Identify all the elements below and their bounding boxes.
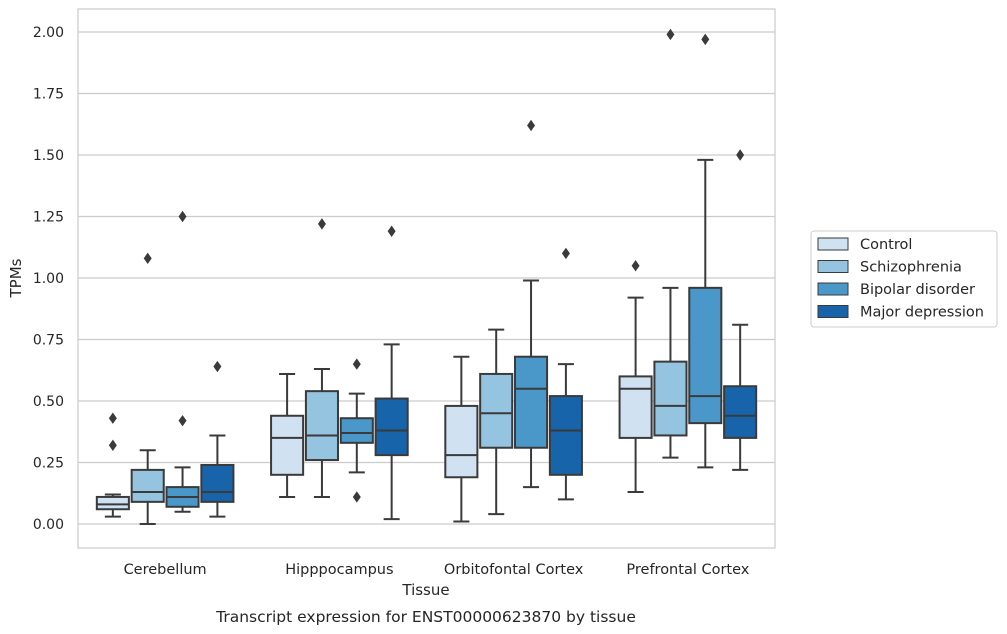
outlier-point — [561, 247, 570, 260]
outlier-point — [213, 360, 222, 373]
box-major-depression — [374, 225, 409, 521]
y-tick-label: 2.00 — [33, 25, 64, 41]
x-tick-label: Hipppocampus — [285, 562, 393, 578]
iqr-box — [653, 360, 688, 437]
iqr-box — [200, 463, 235, 503]
box-major-depression — [548, 247, 583, 501]
box-schizophrenia — [479, 328, 514, 516]
x-axis-ticks: Cerebellum Hipppocampus Orbitofontal Corte… — [124, 562, 750, 578]
legend-label: Bipolar disorder — [860, 282, 975, 298]
x-tick-label: Cerebellum — [124, 562, 207, 578]
iqr-box — [339, 417, 374, 444]
iqr-box — [270, 414, 305, 476]
iqr-box — [514, 355, 549, 449]
outlier-point — [108, 439, 117, 451]
legend-label: Control — [860, 237, 912, 253]
box-control — [444, 355, 479, 523]
iqr-box — [304, 390, 339, 462]
boxes — [95, 28, 758, 525]
outlier-point — [178, 414, 187, 427]
outlier-point — [736, 149, 745, 161]
iqr-box — [130, 468, 165, 503]
legend-swatch — [817, 305, 849, 318]
outlier-point — [108, 412, 117, 424]
outlier-point — [317, 218, 326, 230]
box-schizophrenia — [304, 218, 339, 498]
legend-entry: Control — [817, 237, 912, 253]
y-tick-label: 1.75 — [33, 87, 64, 103]
box-control — [270, 372, 305, 498]
y-tick-label: 0.00 — [33, 517, 64, 533]
y-tick-label: 1.00 — [33, 271, 64, 287]
box-bipolar-disorder — [339, 358, 374, 503]
iqr-box — [548, 395, 583, 476]
outlier-point — [666, 28, 675, 41]
y-tick-label: 0.50 — [33, 394, 64, 410]
iqr-box — [95, 495, 130, 511]
outlier-point — [631, 260, 640, 272]
legend-entry: Bipolar disorder — [817, 282, 975, 298]
legend-swatch — [817, 282, 849, 296]
box-control — [95, 412, 130, 518]
plot-area-frame — [77, 8, 776, 549]
box-bipolar-disorder — [514, 119, 549, 489]
iqr-box — [374, 397, 409, 457]
box-major-depression — [723, 149, 758, 471]
legend-entry: Major depression — [817, 305, 984, 321]
iqr-box — [479, 372, 514, 449]
box-major-depression — [200, 360, 235, 518]
legend-label: Schizophrenia — [860, 260, 962, 276]
legend-entry: Schizophrenia — [817, 260, 962, 276]
y-axis-label: TPMs — [7, 258, 25, 298]
outlier-point — [352, 358, 361, 370]
outlier-point — [178, 210, 187, 223]
box-schizophrenia — [130, 252, 165, 525]
iqr-box — [723, 385, 758, 439]
outlier-point — [701, 33, 710, 46]
legend-label: Major depression — [860, 305, 984, 321]
x-tick-label: Prefrontal Cortex — [626, 562, 749, 578]
outlier-point — [352, 491, 361, 503]
y-tick-label: 1.25 — [33, 210, 64, 226]
y-axis-ticks: 0.00 0.25 0.50 0.75 1.00 1.25 1.50 1.75 2.00 — [33, 25, 64, 533]
legend: Control Schizophrenia Bipolar disorder Majo… — [810, 230, 998, 328]
y-tick-label: 0.25 — [33, 456, 64, 472]
iqr-box — [444, 404, 479, 479]
iqr-box — [688, 286, 723, 425]
x-tick-label: Orbitofontal Cortex — [444, 562, 584, 578]
outlier-point — [143, 252, 152, 265]
legend-swatch — [817, 260, 849, 273]
box-bipolar-disorder — [688, 33, 723, 469]
y-tick-label: 0.75 — [33, 333, 64, 349]
outlier-point — [387, 225, 396, 237]
iqr-box — [618, 375, 653, 439]
gridlines — [78, 31, 775, 525]
outlier-point — [527, 119, 536, 132]
box-schizophrenia — [653, 28, 688, 459]
chart-caption: Transcript expression for ENST0000062387… — [215, 608, 636, 626]
y-tick-label: 1.50 — [33, 148, 64, 164]
legend-frame — [810, 230, 998, 328]
x-axis-label: Tissue — [401, 581, 449, 599]
legend-swatch — [817, 237, 849, 251]
box-bipolar-disorder — [165, 210, 200, 513]
box-control — [618, 260, 653, 494]
